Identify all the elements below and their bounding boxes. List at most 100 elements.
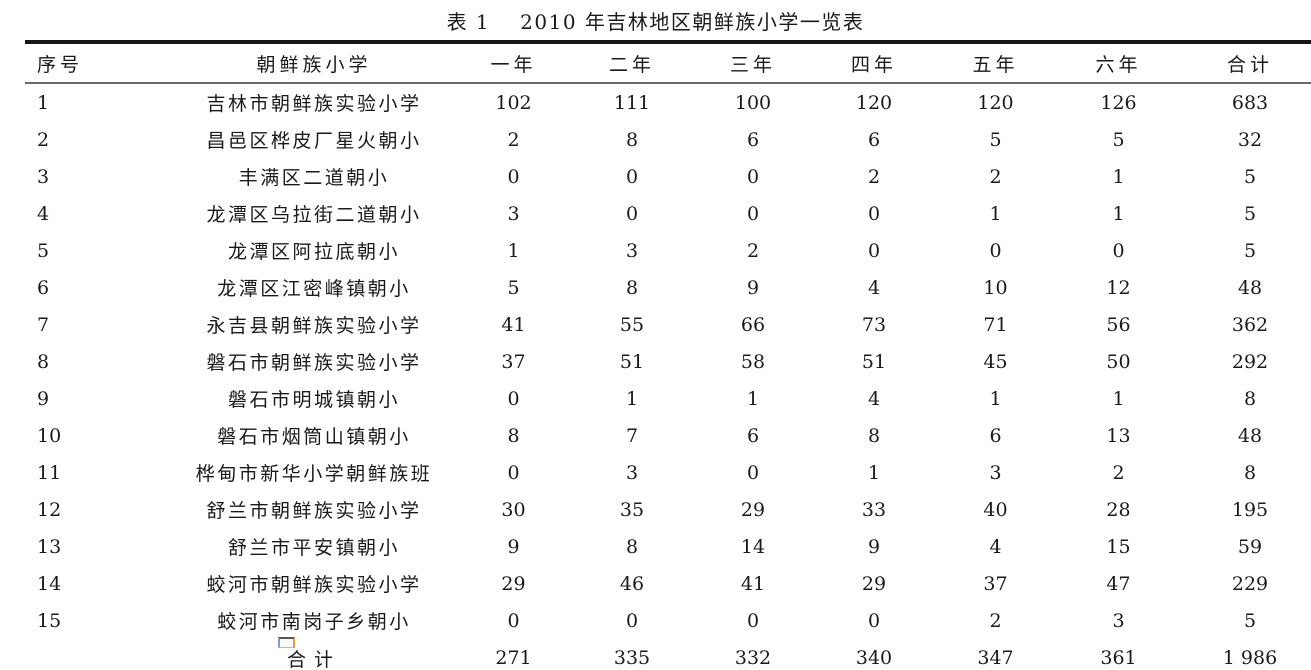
school-name: 龙潭区乌拉街二道朝小 [206, 204, 422, 226]
row-number: 10 [37, 424, 62, 447]
grade-count: 5 [1112, 128, 1125, 151]
total-empty-cell [25, 639, 173, 670]
table-row: 10 磐石市烟筒山镇朝小 8 7 6 8 6 13 48 [25, 417, 1311, 454]
row-number: 5 [37, 239, 50, 262]
column-header-7: 六年 [1095, 53, 1142, 76]
grade-count: 59 [1237, 535, 1263, 558]
school-name: 磐石市明城镇朝小 [227, 389, 400, 411]
grade-count: 292 [1231, 350, 1269, 373]
grade-count: 5 [1243, 609, 1257, 632]
grade-count: 30 [501, 498, 526, 521]
row-number: 14 [37, 572, 62, 595]
total-count: 271 [495, 647, 532, 669]
total-count: 361 [1100, 647, 1137, 669]
table-row: 3 丰满区二道朝小 0 0 0 2 2 1 5 [25, 158, 1311, 195]
grade-count: 35 [619, 498, 645, 521]
grade-count: 111 [613, 91, 651, 114]
row-number: 4 [37, 202, 50, 225]
column-header-5: 四年 [850, 53, 897, 76]
grade-count: 5 [507, 276, 520, 299]
grade-count: 46 [619, 572, 645, 595]
grade-count: 48 [1237, 276, 1263, 299]
grade-count: 2 [507, 128, 520, 151]
grade-count: 0 [867, 202, 881, 225]
table-caption-text: 2010 年吉林地区朝鲜族小学一览表 [520, 10, 865, 34]
grade-count: 0 [1112, 239, 1125, 262]
grade-count: 6 [867, 128, 881, 151]
grade-count: 4 [989, 535, 1002, 558]
grade-count: 8 [507, 424, 520, 447]
grade-count: 41 [740, 572, 766, 595]
grade-count: 12 [1106, 276, 1131, 299]
grade-count: 4 [867, 387, 881, 410]
column-header-3: 二年 [608, 53, 655, 76]
school-name: 蛟河市朝鲜族实验小学 [206, 574, 422, 596]
row-number: 2 [37, 128, 50, 151]
grade-count: 1 [507, 239, 520, 262]
school-name: 桦甸市新华小学朝鲜族班 [195, 463, 433, 485]
grade-count: 9 [746, 276, 760, 299]
grade-count: 1 [989, 387, 1002, 410]
row-number: 3 [37, 165, 50, 188]
grade-count: 120 [977, 91, 1014, 114]
grade-count: 9 [867, 535, 881, 558]
grade-count: 10 [983, 276, 1008, 299]
column-header-1: 朝鲜族小学 [256, 53, 372, 76]
table-caption-label: 表 1 [446, 10, 491, 34]
grade-count: 0 [989, 239, 1002, 262]
grade-count: 0 [507, 387, 520, 410]
grade-count: 47 [1106, 572, 1131, 595]
grade-count: 51 [619, 350, 645, 373]
grade-count: 6 [746, 128, 760, 151]
school-name: 蛟河市南岗子乡朝小 [217, 611, 411, 633]
grade-count: 0 [625, 165, 639, 188]
grade-count: 1 [989, 202, 1002, 225]
total-count: 332 [734, 647, 772, 669]
grade-count: 56 [1106, 313, 1131, 336]
grade-count: 1 [625, 387, 639, 410]
grade-count: 0 [867, 239, 881, 262]
school-name: 磐石市烟筒山镇朝小 [217, 426, 411, 448]
grade-count: 100 [734, 91, 772, 114]
table-footer: 合计 271 335 332 340 347 361 1 986 [25, 639, 1311, 670]
grade-count: 28 [1106, 498, 1131, 521]
grade-count: 66 [740, 313, 766, 336]
table-row: 7 永吉县朝鲜族实验小学 41 55 66 73 71 56 362 [25, 306, 1311, 343]
total-count: 347 [977, 647, 1014, 669]
grade-count: 1 [1112, 387, 1125, 410]
grade-count: 3 [507, 202, 520, 225]
school-name: 吉林市朝鲜族实验小学 [206, 93, 422, 115]
school-name: 永吉县朝鲜族实验小学 [206, 315, 422, 337]
column-header-4: 三年 [729, 53, 776, 76]
grade-count: 1 [1112, 202, 1125, 225]
table-row: 14 蛟河市朝鲜族实验小学 29 46 41 29 37 47 229 [25, 565, 1311, 602]
grade-count: 102 [495, 91, 532, 114]
grade-count: 8 [625, 128, 639, 151]
table-row: 11 桦甸市新华小学朝鲜族班 0 3 0 1 3 2 8 [25, 454, 1311, 491]
row-number: 1 [37, 91, 50, 114]
grade-count: 2 [746, 239, 760, 262]
grade-count: 0 [746, 165, 760, 188]
grade-count: 2 [867, 165, 881, 188]
total-count: 340 [855, 647, 893, 669]
table-row: 2 昌邑区桦皮厂星火朝小 2 8 6 6 5 5 32 [25, 121, 1311, 158]
total-label: 合计 [286, 648, 341, 670]
table-header: 序号 朝鲜族小学 一年 二年 三年 四年 五年 六年 合计 [25, 42, 1311, 83]
table-row: 4 龙潭区乌拉街二道朝小 3 0 0 0 1 1 5 [25, 195, 1311, 232]
scan-artifact [278, 637, 295, 648]
grade-count: 6 [746, 424, 760, 447]
table-row: 12 舒兰市朝鲜族实验小学 30 35 29 33 40 28 195 [25, 491, 1311, 528]
grade-count: 13 [1106, 424, 1131, 447]
table-wrap: 序号 朝鲜族小学 一年 二年 三年 四年 五年 六年 合计 1 吉林市朝鲜族实验小学 102 111 1… [25, 40, 1311, 670]
grade-count: 0 [507, 461, 520, 484]
grade-count: 29 [501, 572, 526, 595]
table-row: 15 蛟河市南岗子乡朝小 0 0 0 0 2 3 5 [25, 602, 1311, 639]
grade-count: 8 [625, 276, 639, 299]
grade-count: 3 [1112, 609, 1125, 632]
grade-count: 0 [746, 609, 760, 632]
grade-count: 0 [625, 202, 639, 225]
row-number: 6 [37, 276, 50, 299]
grade-count: 1 [867, 461, 881, 484]
grade-count: 48 [1237, 424, 1263, 447]
grade-count: 8 [1243, 387, 1257, 410]
